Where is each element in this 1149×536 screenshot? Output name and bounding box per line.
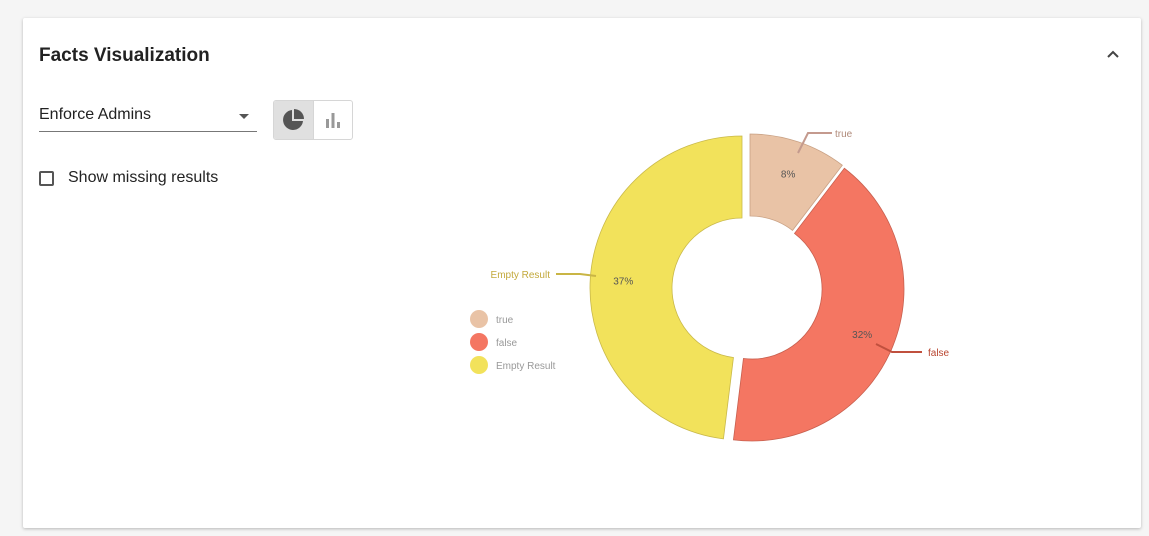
collapse-button[interactable] xyxy=(1103,44,1123,64)
leader-line xyxy=(797,132,832,154)
slice-category-label: Empty Result xyxy=(491,270,551,281)
pie-chart-icon xyxy=(283,109,305,130)
fact-select-value: Enforce Admins xyxy=(39,106,152,123)
slice-true[interactable] xyxy=(749,133,843,231)
leader-line xyxy=(875,343,922,353)
show-missing-checkbox[interactable] xyxy=(39,170,54,186)
slice-percent-label: 8% xyxy=(781,169,796,180)
dropdown-caret-icon xyxy=(239,114,249,119)
legend-swatch xyxy=(470,356,488,374)
legend-item-label[interactable]: false xyxy=(496,338,518,349)
leader-line xyxy=(556,273,597,277)
slice-percent-label: 32% xyxy=(852,330,872,341)
legend-item-label[interactable]: Empty Result xyxy=(496,361,556,372)
legend-swatch xyxy=(470,333,488,351)
legend-swatch xyxy=(470,310,488,328)
card-title: Facts Visualization xyxy=(39,45,210,66)
slice-percent-label: 37% xyxy=(613,277,633,288)
chart-type-toggle xyxy=(273,100,353,140)
bar-chart-icon xyxy=(325,113,340,128)
show-missing-checkbox-row[interactable]: Show missing results xyxy=(39,168,218,188)
fact-select[interactable]: Enforce Admins xyxy=(39,103,257,132)
slice-category-label: true xyxy=(835,129,853,140)
pie-chart-button[interactable] xyxy=(274,101,313,139)
facts-visualization-card: Facts Visualization Enforce Admins Show … xyxy=(23,18,1141,528)
show-missing-label: Show missing results xyxy=(68,169,219,186)
legend-item-label[interactable]: true xyxy=(496,315,514,326)
chevron-up-icon xyxy=(1107,50,1119,58)
slice-empty-result[interactable] xyxy=(589,135,743,440)
bar-chart-button[interactable] xyxy=(312,101,353,139)
slice-false[interactable] xyxy=(732,167,905,442)
slice-category-label: false xyxy=(928,348,950,359)
